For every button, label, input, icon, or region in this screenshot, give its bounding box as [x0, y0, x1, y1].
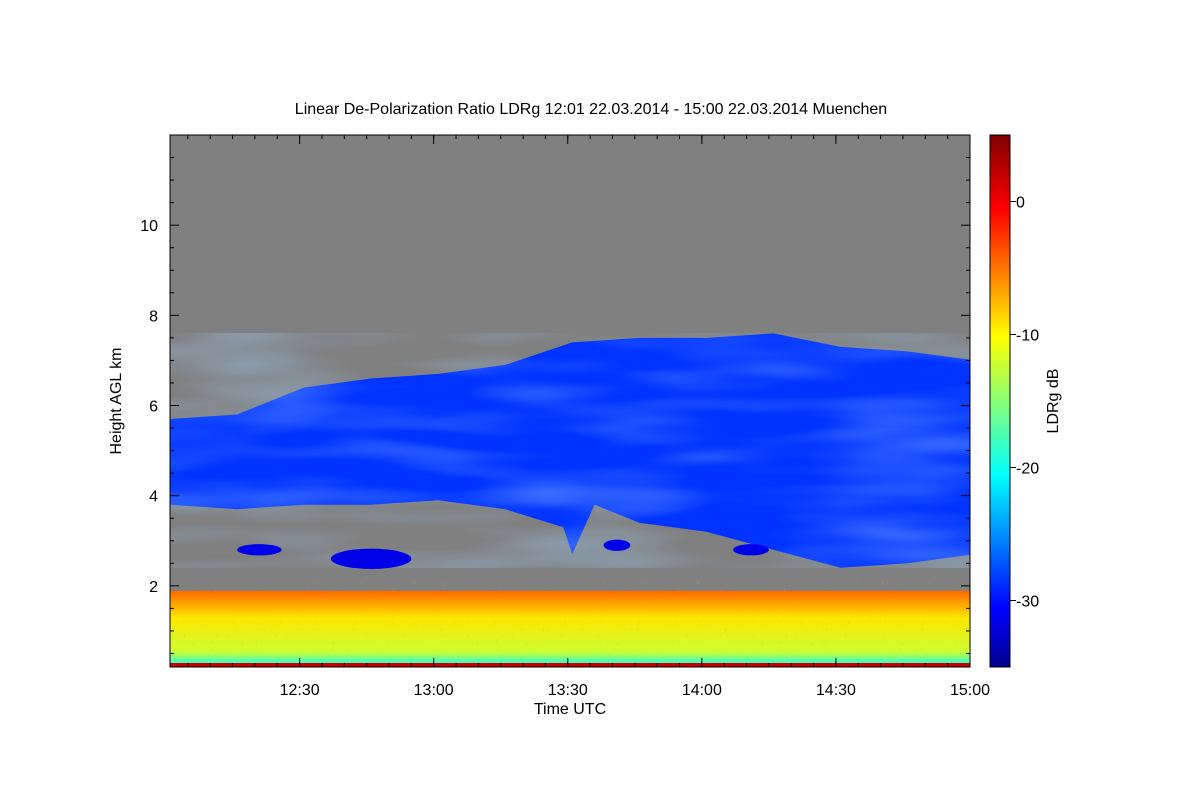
x-tick-label: 12:30 — [280, 682, 320, 699]
ground-return — [170, 663, 970, 667]
y-axis-label: Height AGL km — [108, 347, 125, 454]
y-tick-label: 4 — [149, 489, 158, 506]
plot-area — [170, 135, 970, 667]
boundary-layer-speckle — [170, 576, 970, 667]
low-cloud-patch — [603, 539, 631, 551]
colorbar-tick-label: 0 — [1016, 195, 1025, 212]
x-axis-label: Time UTC — [534, 701, 606, 718]
y-tick-label: 8 — [149, 308, 158, 325]
colorbar-ticks: 0 -10 -20 -30 — [1010, 195, 1039, 611]
x-tick-label: 14:00 — [682, 682, 722, 699]
colorbar-label: LDRg dB — [1045, 369, 1062, 434]
low-cloud-patch — [733, 544, 769, 556]
x-tick-label: 15:00 — [950, 682, 990, 699]
low-cloud-patch — [237, 544, 282, 556]
plot-frame — [169, 134, 971, 668]
x-tick-label: 13:00 — [414, 682, 454, 699]
colorbar-tick-label: -20 — [1016, 461, 1039, 478]
chart-title: Linear De-Polarization Ratio LDRg 12:01 … — [295, 101, 887, 118]
colorbar — [989, 134, 1011, 668]
ice-cloud-texture — [170, 333, 970, 568]
data-features — [170, 333, 970, 667]
axis-ticks: 12:30 13:00 13:30 14:00 14:30 15:00 2 4 6 8 10 — [140, 135, 990, 699]
x-tick-label: 13:30 — [548, 682, 588, 699]
y-tick-label: 10 — [140, 218, 158, 235]
y-tick-label: 6 — [149, 399, 158, 416]
y-tick-label: 2 — [149, 579, 158, 596]
low-cloud-patch — [330, 548, 412, 569]
colorbar-tick-label: -30 — [1016, 594, 1039, 611]
x-tick-label: 14:30 — [816, 682, 856, 699]
colorbar-tick-label: -10 — [1016, 328, 1039, 345]
